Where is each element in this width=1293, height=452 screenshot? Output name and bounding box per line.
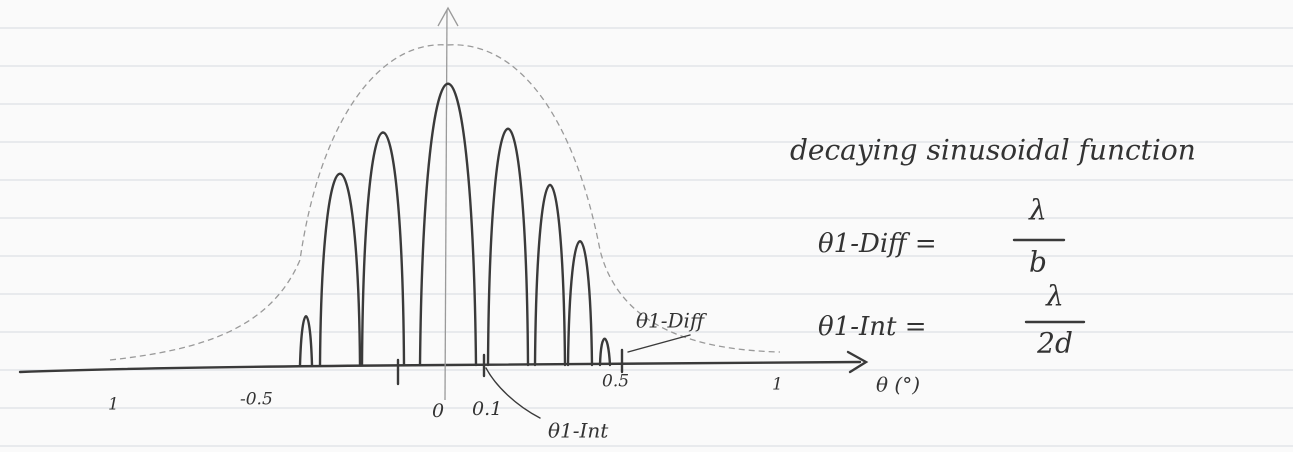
tick-label: 0 [432, 400, 444, 422]
tick-label: 1 [772, 375, 783, 395]
sketch: 1 -0.5 0 0.1 0.5 1 θ (°) θ1-Diff θ1-Int … [0, 0, 1293, 452]
equation-lhs: θ1-Diff = [818, 229, 937, 259]
axis-label: θ (°) [876, 373, 920, 397]
tick-label: -0.5 [240, 390, 273, 410]
equation-denominator: 2d [1036, 327, 1073, 360]
tick-marks [398, 350, 622, 384]
equation-lhs: θ1-Int = [818, 312, 927, 342]
annotation: θ1-Int [548, 419, 609, 443]
description: decaying sinusoidal function [790, 134, 1196, 167]
annotation-arrow [628, 335, 690, 352]
tick-label: 1 [108, 395, 119, 415]
fringes [300, 84, 610, 365]
ruled-lines [0, 28, 1293, 446]
tick-label: 0.5 [602, 372, 629, 392]
annotation: θ1-Diff [636, 309, 708, 333]
equation-denominator: b [1029, 246, 1047, 279]
equation-numerator: λ [1045, 280, 1064, 313]
y-axis [445, 10, 447, 400]
y-axis-arrow [438, 8, 458, 26]
tick-label: 0.1 [472, 398, 502, 420]
equation-numerator: λ [1028, 194, 1047, 227]
